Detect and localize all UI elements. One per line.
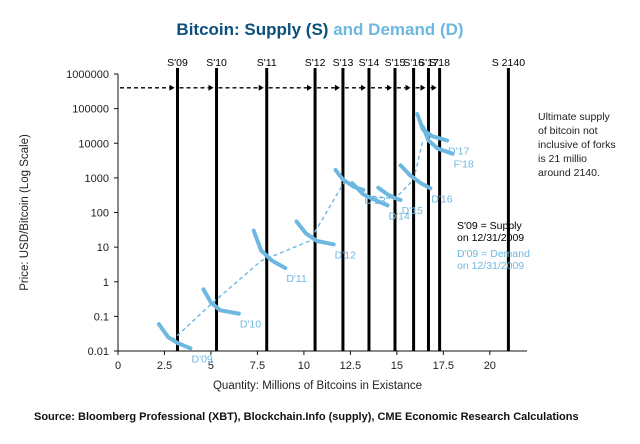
supply-label: S'16: [403, 57, 424, 69]
supply-label: S'12: [305, 57, 326, 69]
supply-label: S'15: [385, 57, 406, 69]
note-supply-definition: on 12/31/2009: [457, 232, 524, 244]
x-tick-label: 10: [298, 360, 310, 372]
x-tick-label: 2.5: [157, 360, 172, 372]
supply-path-arrow: [387, 84, 393, 91]
demand-curve: [333, 167, 366, 192]
y-tick-label: 10: [97, 242, 109, 254]
note-ultimate-supply: inclusive of forks: [538, 139, 616, 151]
demand-curve: [156, 322, 193, 351]
y-tick-label: 10000: [78, 138, 109, 150]
supply-label: S'09: [167, 57, 188, 69]
note-demand-definition: on 12/31/2009: [457, 260, 524, 272]
supply-path-arrow: [169, 84, 175, 91]
supply-path-arrow: [420, 84, 426, 91]
supply-path-arrow: [334, 84, 340, 91]
supply-label: S'13: [333, 57, 354, 69]
supply-label: S'17: [418, 57, 439, 69]
x-tick-label: 20: [484, 360, 496, 372]
source-note: Source: Bloomberg Professional (XBT), Bl…: [34, 411, 579, 423]
chart-title: Bitcoin: Supply (S) and Demand (D): [0, 20, 640, 40]
demand-curve: [294, 219, 336, 247]
x-tick-label: 7.5: [250, 360, 265, 372]
supply-path-arrow: [307, 84, 313, 91]
demand-curve: [251, 228, 288, 270]
note-ultimate-supply: is 21 millio: [538, 153, 587, 165]
note-demand-definition: D'09 = Demand: [457, 248, 530, 260]
supply-label: S'14: [359, 57, 380, 69]
supply-label: S'11: [257, 57, 277, 69]
supply-label: S'18: [429, 57, 450, 69]
supply-label: S 2140: [492, 57, 525, 69]
y-tick-label: 1000000: [66, 69, 109, 81]
note-ultimate-supply: of bitcoin not: [538, 125, 598, 137]
demand-label: F'18: [454, 159, 474, 171]
supply-path-arrow: [431, 84, 437, 91]
demand-label: D'12: [335, 249, 356, 261]
y-tick-label: 0.1: [94, 311, 109, 323]
x-axis-title: Quantity: Millions of Bitcoins in Exista…: [213, 380, 422, 392]
demand-curve: [201, 287, 241, 316]
supply-path-arrow: [360, 84, 366, 91]
demand-label: D'14: [389, 210, 410, 222]
supply-path-arrow: [405, 84, 411, 91]
supply-label: S'10: [206, 57, 227, 69]
title-supply: Bitcoin: Supply (S): [176, 20, 329, 39]
y-tick-label: 1000: [85, 173, 109, 185]
demand-curve: [398, 163, 433, 191]
x-tick-label: 12.5: [340, 360, 361, 372]
demand-label: D'16: [431, 193, 452, 205]
note-ultimate-supply: around 2140.: [538, 167, 600, 179]
supply-path-arrow: [258, 84, 264, 91]
y-axis-title: Price: USD/Bitcoin (Log Scale): [19, 134, 31, 291]
demand-label: D'11: [286, 273, 307, 285]
title-and: and: [333, 20, 364, 39]
demand-label: D'15: [402, 205, 423, 217]
x-tick-label: 17.5: [433, 360, 454, 372]
note-supply-definition: S'09 = Supply: [457, 220, 523, 232]
y-tick-label: 100000: [72, 104, 109, 116]
y-tick-label: 1: [103, 277, 109, 289]
demand-label: D'10: [240, 319, 261, 331]
demand-curve: [420, 124, 455, 156]
y-tick-label: 0.01: [88, 346, 109, 358]
demand-curve: [350, 181, 390, 208]
x-tick-label: 0: [115, 360, 121, 372]
y-tick-label: 100: [91, 208, 109, 220]
x-tick-label: 15: [391, 360, 403, 372]
title-demand: Demand (D): [368, 20, 464, 39]
demand-curve: [376, 185, 403, 202]
supply-path-arrow: [208, 84, 214, 91]
note-ultimate-supply: Ultimate supply: [538, 111, 611, 123]
equilibrium-path: [171, 140, 424, 342]
x-tick-label: 5: [208, 360, 214, 372]
demand-label: D'09: [192, 353, 213, 365]
